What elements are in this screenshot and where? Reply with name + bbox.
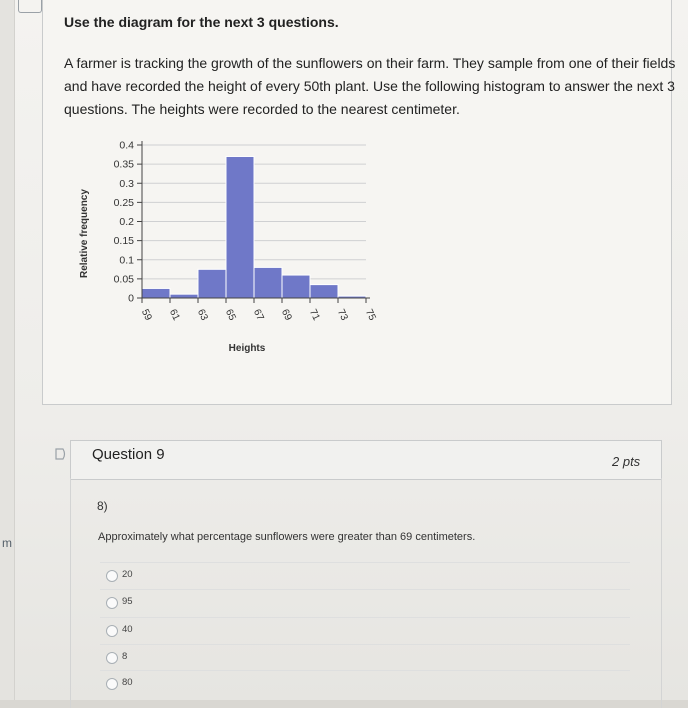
answer-option[interactable]: 95 <box>100 589 630 616</box>
answer-label: 80 <box>122 677 133 688</box>
question-header <box>70 440 662 480</box>
answer-option[interactable]: 8 <box>100 644 630 671</box>
y-tick-label: 0.15 <box>114 235 135 247</box>
radio-button[interactable] <box>106 625 118 637</box>
radio-button[interactable] <box>106 570 118 582</box>
stimulus-text: A farmer is tracking the growth of the s… <box>64 55 676 117</box>
answer-option[interactable]: 80 <box>100 670 630 697</box>
flag-question-icon[interactable] <box>54 447 68 461</box>
x-tick-label: 61 <box>167 308 182 323</box>
x-tick-label: 69 <box>279 308 294 323</box>
x-tick-label: 63 <box>195 308 210 323</box>
answer-label: 40 <box>122 624 133 635</box>
answer-label: 95 <box>122 596 133 607</box>
stimulus-title: Use the diagram for the next 3 questions… <box>64 14 339 30</box>
y-tick-label: 0.4 <box>119 140 134 152</box>
question-title: Question 9 <box>92 446 165 463</box>
question-prompt: Approximately what percentage sunflowers… <box>98 531 476 543</box>
y-tick-label: 0.1 <box>119 254 134 266</box>
chart-y-ticks: 0 0.05 0.1 0.15 0.2 0.25 0.3 0.35 0.4 <box>114 140 142 305</box>
answer-option[interactable]: 20 <box>100 562 630 589</box>
answer-option[interactable]: 40 <box>100 617 630 644</box>
sidebar-fragment-text: m <box>2 536 12 550</box>
histogram-bar <box>281 274 311 299</box>
radio-button[interactable] <box>106 678 118 690</box>
answer-label: 8 <box>122 651 128 662</box>
y-axis-label: Relative frequency <box>79 189 90 278</box>
chart-x-ticks: 59 61 63 65 67 69 71 73 75 <box>139 298 378 323</box>
x-tick-label: 71 <box>307 308 322 323</box>
y-tick-label: 0.2 <box>119 216 134 228</box>
x-tick-label: 75 <box>363 308 378 323</box>
left-sidebar-strip <box>0 0 15 700</box>
histogram-bar <box>141 287 171 299</box>
question-body <box>70 478 662 708</box>
histogram-bar <box>309 284 339 299</box>
y-tick-label: 0.35 <box>114 159 135 171</box>
x-tick-label: 73 <box>335 308 350 323</box>
x-tick-label: 67 <box>251 308 266 323</box>
y-tick-label: 0.05 <box>114 273 135 285</box>
histogram-bar <box>197 268 227 299</box>
chart-bars <box>141 155 367 299</box>
x-tick-label: 65 <box>223 308 238 323</box>
radio-button[interactable] <box>106 597 118 609</box>
histogram-bar <box>225 155 255 299</box>
histogram-bar <box>253 266 283 299</box>
x-tick-label: 59 <box>139 308 154 323</box>
question-points: 2 pts <box>612 454 641 469</box>
y-tick-label: 0 <box>128 293 134 305</box>
histogram-bar <box>169 293 199 299</box>
x-axis-label: Heights <box>229 343 266 354</box>
answer-label: 20 <box>122 569 133 580</box>
radio-button[interactable] <box>106 652 118 664</box>
question-number: 8) <box>97 499 108 513</box>
y-tick-label: 0.3 <box>119 178 134 190</box>
y-tick-label: 0.25 <box>114 197 135 209</box>
histogram-chart: 0 0.05 0.1 0.15 0.2 0.25 0.3 0.35 0.4 59 61 63 65 67… <box>79 140 378 355</box>
bookmark-icon[interactable] <box>18 0 42 13</box>
chart-axes <box>141 141 370 299</box>
